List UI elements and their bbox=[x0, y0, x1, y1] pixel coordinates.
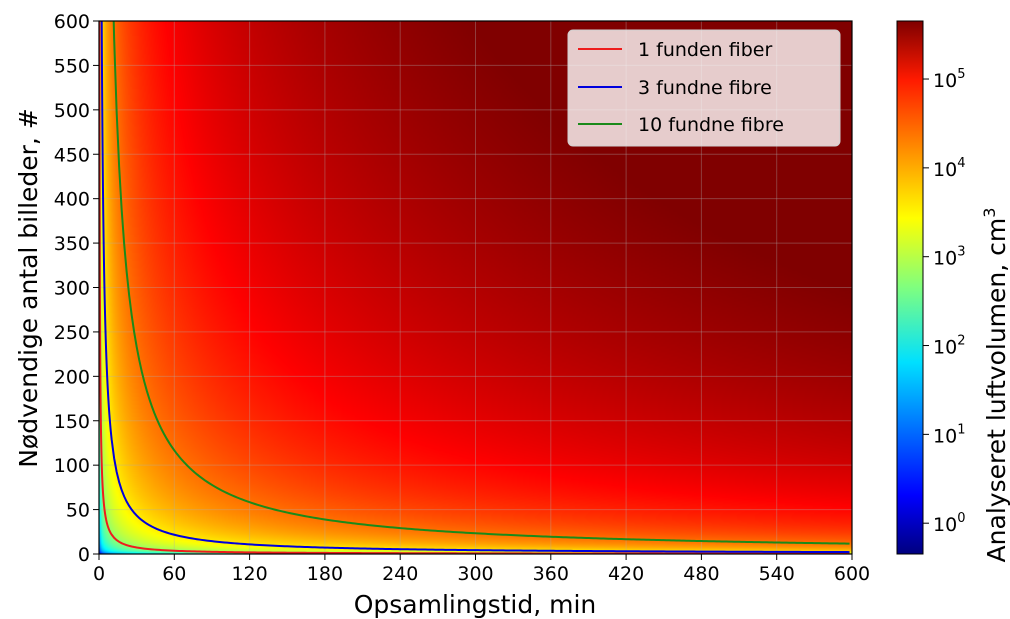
colorbar: 100 101 102 103 104 105 Analyseret luftvolume… bbox=[896, 20, 1010, 563]
y-axis-label: Nødvendige antal billeder, # bbox=[14, 108, 43, 468]
colorbar-ticks: 100 101 102 103 104 105 bbox=[923, 67, 965, 536]
colorbar-tick-label: 102 bbox=[933, 334, 965, 359]
x-tick-label: 60 bbox=[162, 563, 186, 585]
y-tick-label: 600 bbox=[54, 11, 90, 33]
colorbar-frame bbox=[896, 20, 924, 555]
y-tick-label: 50 bbox=[66, 500, 90, 522]
y-tick-label: 550 bbox=[54, 55, 90, 77]
series-line-3 bbox=[112, 21, 850, 545]
colorbar-tick-label: 105 bbox=[933, 67, 965, 92]
x-tick-label: 480 bbox=[683, 563, 719, 585]
y-tick-label: 300 bbox=[54, 278, 90, 300]
x-tick-label: 300 bbox=[457, 563, 493, 585]
colorbar-tick-label: 104 bbox=[933, 156, 965, 181]
y-tick-label: 100 bbox=[54, 455, 90, 477]
y-tick-label: 400 bbox=[54, 189, 90, 211]
x-tick-label: 180 bbox=[307, 563, 343, 585]
legend-label-10-fibre: 10 fundne fibre bbox=[638, 114, 784, 136]
colorbar-tick-label: 100 bbox=[933, 511, 965, 536]
x-tick-label: 0 bbox=[93, 563, 105, 585]
colorbar-tick-label: 101 bbox=[933, 422, 965, 447]
y-axis: 0 50 100 150 200 250 300 350 400 450 500 550 600 bbox=[54, 11, 99, 566]
y-tick-label: 0 bbox=[78, 544, 90, 566]
y-tick-label: 150 bbox=[54, 411, 90, 433]
x-axis-label: Opsamlingstid, min bbox=[354, 590, 597, 619]
x-tick-label: 600 bbox=[834, 563, 870, 585]
legend: 1 funden fiber 3 fundne fibre 10 fundne … bbox=[567, 29, 841, 147]
y-tick-label: 250 bbox=[54, 322, 90, 344]
colorbar-gradient bbox=[897, 21, 923, 554]
x-axis: 0 60 120 180 240 300 360 420 480 540 600 bbox=[93, 554, 870, 585]
legend-label-1-fiber: 1 funden fiber bbox=[638, 39, 772, 61]
colorbar-label: Analyseret luftvolumen, cm3 bbox=[980, 208, 1010, 563]
x-tick-label: 420 bbox=[608, 563, 644, 585]
y-tick-label: 450 bbox=[54, 144, 90, 166]
legend-label-3-fibre: 3 fundne fibre bbox=[638, 77, 772, 99]
y-tick-label: 500 bbox=[54, 100, 90, 122]
series-line-2 bbox=[100, 21, 850, 554]
y-tick-label: 350 bbox=[54, 233, 90, 255]
x-tick-label: 120 bbox=[231, 563, 267, 585]
x-tick-label: 360 bbox=[533, 563, 569, 585]
x-tick-label: 240 bbox=[382, 563, 418, 585]
legend-box bbox=[567, 29, 841, 147]
colorbar-tick-label: 103 bbox=[933, 245, 965, 270]
x-tick-label: 540 bbox=[759, 563, 795, 585]
y-tick-label: 200 bbox=[54, 366, 90, 388]
